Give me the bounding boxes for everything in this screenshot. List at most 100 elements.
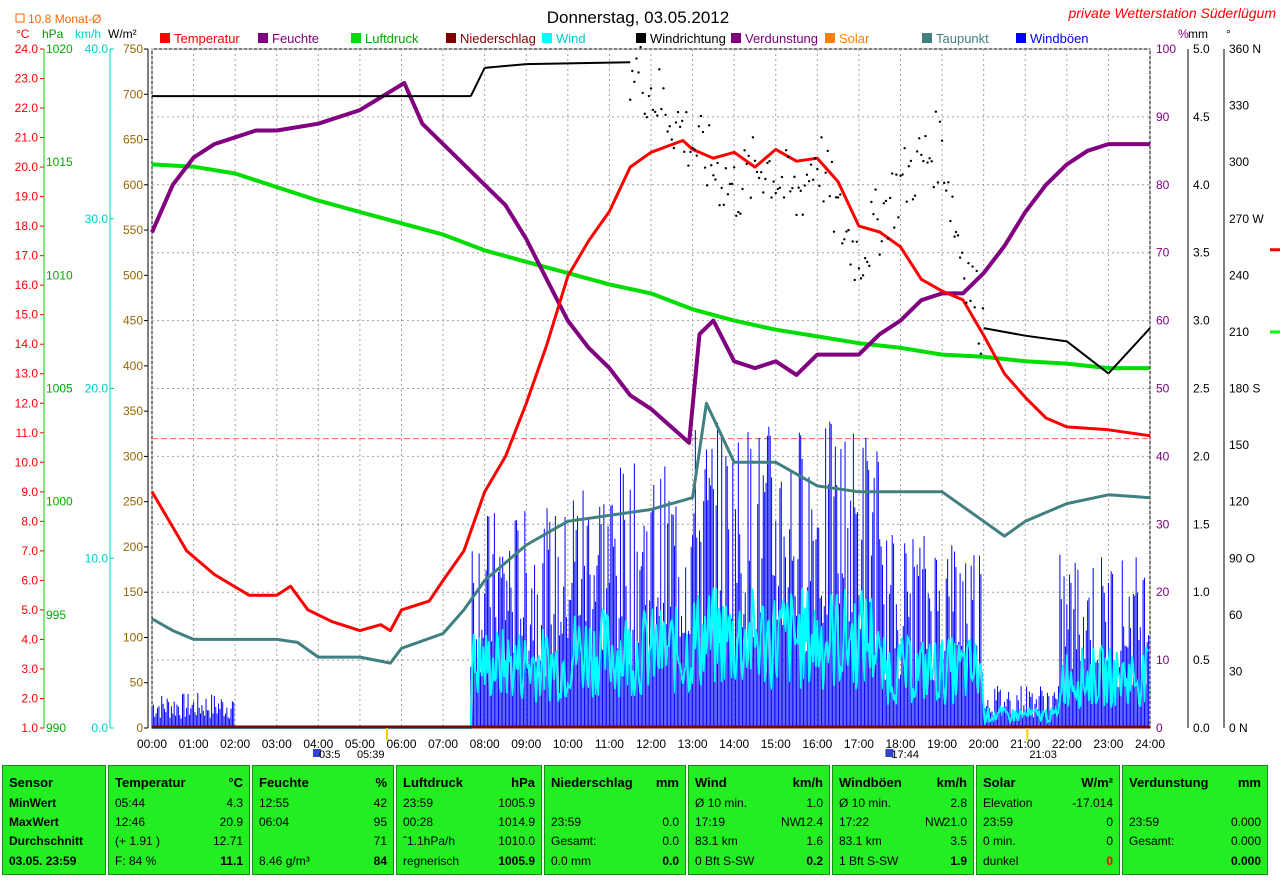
luftdruck-min-time: 23:59 — [403, 796, 434, 810]
feuchte-max-val: 95 — [373, 815, 387, 829]
temp-max-time: 12:46 — [115, 815, 146, 829]
windrichtung-dot — [884, 199, 888, 203]
windrichtung-dot — [651, 108, 655, 112]
axis-pct-label: 80 — [1156, 178, 1170, 192]
windrichtung-dot — [960, 251, 964, 254]
solar-avg-val: 0 — [1106, 834, 1113, 848]
windrichtung-dot — [745, 162, 748, 166]
windrichtung-dot — [949, 219, 952, 223]
feuchte-min-time: 12:55 — [259, 796, 290, 810]
axis-deg-label: 30 — [1229, 664, 1243, 678]
feuchte-cur-val: 84 — [373, 854, 387, 868]
axis-deg-label: 0 N — [1229, 721, 1248, 735]
windrichtung-dot — [863, 256, 867, 260]
x-tick-label: 15:00 — [761, 737, 791, 751]
legend-swatch — [160, 33, 170, 43]
legend-label: Niederschlag — [460, 31, 536, 46]
windrichtung-dot — [870, 200, 873, 204]
legend-label: Feuchte — [272, 31, 319, 46]
windrichtung-dot — [743, 149, 746, 152]
windrichtung-dot — [945, 189, 948, 192]
temperatur-line — [150, 139, 1151, 633]
windrichtung-dot — [826, 149, 829, 153]
axis-temp-label: 19.0 — [15, 190, 39, 204]
windrichtung-dot — [876, 218, 879, 221]
sensor-max: MaxWert — [9, 815, 59, 829]
windrichtung-dot — [712, 174, 715, 177]
solar-max-time: 23:59 — [983, 815, 1014, 829]
legend-swatch — [825, 33, 835, 43]
windrichtung-dot — [747, 154, 750, 158]
windrichtung-dot — [705, 184, 709, 187]
windrichtung-dot — [940, 139, 944, 142]
windrichtung-dot — [637, 71, 640, 74]
axis-deg-label: 90 O — [1229, 551, 1255, 565]
windrichtung-dot — [855, 240, 859, 243]
monthly-avg-label: 10.8 Monat-Ø — [28, 12, 101, 26]
legend-swatch — [1016, 33, 1026, 43]
windrichtung-dot — [780, 175, 784, 179]
unit-deg: ° — [1226, 27, 1231, 41]
axis-wm2-label: 350 — [123, 404, 143, 418]
wind-bft: 0 Bft S-SW — [695, 854, 755, 868]
windrichtung-dot — [816, 167, 819, 171]
windrichtung-dot — [691, 146, 694, 150]
axis-temp-label: 3.0 — [21, 662, 38, 676]
windrichtung-dot — [716, 161, 719, 165]
windrichtung-dot — [699, 114, 703, 118]
wind-unit: km/h — [792, 775, 823, 790]
windrichtung-dot — [975, 269, 978, 273]
windrichtung-dot — [807, 180, 811, 183]
windrichtung-dot — [934, 110, 938, 113]
windrichtung-dot — [658, 68, 661, 71]
legend-swatch — [922, 33, 932, 43]
legend-swatch — [731, 33, 741, 43]
axis-hpa-label: 1005 — [46, 382, 73, 396]
axis-mm-label: 2.0 — [1193, 449, 1210, 463]
windrichtung-dot — [956, 234, 960, 237]
x-tick-label: 19:00 — [927, 737, 957, 751]
axis-kmh-label: 40.0 — [85, 42, 109, 56]
axis-temp-label: 23.0 — [15, 72, 39, 86]
wind-max-dir: NW — [781, 815, 801, 829]
legend-swatch — [446, 33, 456, 43]
unit-kmh: km/h — [75, 27, 101, 41]
axis-kmh-label: 0.0 — [91, 721, 108, 735]
axis-temp-label: 9.0 — [21, 485, 38, 499]
windrichtung-dot — [759, 170, 763, 174]
windrichtung-dot — [915, 150, 919, 153]
luftdruck-forecast: regnerisch — [403, 854, 460, 868]
windrichtung-dot — [913, 194, 917, 197]
unit-hpa: hPa — [42, 27, 64, 41]
axis-temp-label: 6.0 — [21, 573, 38, 587]
windrichtung-dot — [724, 167, 728, 170]
axis-wm2-label: 500 — [123, 268, 143, 282]
axis-wm2-label: 300 — [123, 449, 143, 463]
windrichtung-dot — [703, 166, 707, 169]
axis-deg-label: 300 — [1229, 155, 1249, 169]
wind-distance: 83.1 km — [695, 834, 738, 848]
legend-label: Wind — [556, 31, 586, 46]
axis-temp-label: 16.0 — [15, 278, 39, 292]
unit-temp: °C — [16, 27, 30, 41]
axis-pct-label: 10 — [1156, 653, 1170, 667]
windrichtung-dot — [793, 175, 796, 179]
axis-temp-label: 14.0 — [15, 337, 39, 351]
windrichtung-dot — [841, 242, 844, 245]
axis-mm-label: 4.5 — [1193, 110, 1210, 124]
solar-cell: Solar W/m² Elevation -17.014 23:59 0 0 min.… — [976, 765, 1120, 875]
solar-elevation-label: Elevation — [983, 796, 1033, 810]
windrichtung-dot — [784, 149, 788, 152]
axis-pct-label: 50 — [1156, 382, 1170, 396]
windrichtung-dot — [635, 57, 638, 60]
axis-temp-label: 11.0 — [16, 426, 39, 440]
luftdruck-line — [151, 162, 1150, 371]
monthly-avg-box — [15, 13, 25, 23]
axis-temp-label: 4.0 — [21, 632, 38, 646]
windrichtung-dot — [958, 256, 962, 259]
luftdruck-trend: ˆ1.1hPa/h — [403, 834, 456, 848]
windrichtung-dot — [861, 274, 865, 277]
windrichtung-dot — [936, 181, 940, 184]
axis-temp-label: 18.0 — [15, 219, 39, 233]
windrichtung-dot — [647, 94, 651, 98]
